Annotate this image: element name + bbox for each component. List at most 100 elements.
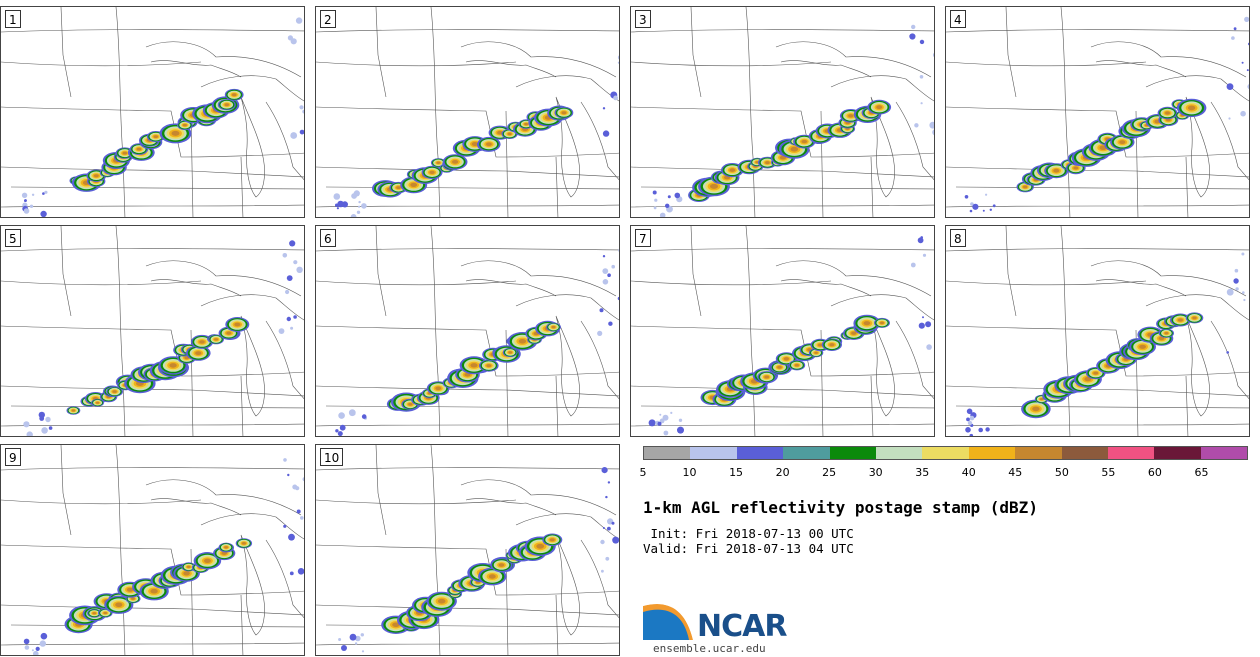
colorbar-segment [690, 447, 737, 459]
reflectivity-cell [103, 611, 108, 615]
map-boundary [946, 385, 1249, 397]
website-link[interactable]: ensemble.ucar.edu [653, 642, 766, 655]
map-boundary [946, 423, 1249, 427]
map-boundary [150, 60, 242, 78]
map-boundary [555, 156, 559, 217]
colorbar-tick-label: 25 [822, 466, 837, 479]
reflectivity-speck [617, 55, 619, 60]
reflectivity-speck [670, 411, 673, 414]
map-plot [946, 7, 1249, 217]
map-boundary [316, 325, 619, 377]
map-boundary [145, 260, 302, 297]
map-boundary [430, 7, 441, 217]
map-boundary [631, 280, 832, 286]
member-label: 7 [635, 229, 651, 247]
reflectivity-speck [1242, 291, 1245, 294]
colorbar-segment [875, 447, 923, 459]
reflectivity-cell [410, 182, 418, 187]
reflectivity-speck [302, 109, 304, 114]
map-boundary [631, 29, 934, 33]
reflectivity-speck [985, 427, 990, 432]
reflectivity-speck [361, 650, 365, 653]
map-boundary [870, 156, 874, 217]
map-boundary [150, 279, 242, 297]
reflectivity-speck [302, 477, 304, 482]
map-boundary [1210, 101, 1249, 181]
reflectivity-speck [356, 210, 361, 214]
reflectivity-speck [44, 190, 48, 194]
map-boundary [316, 544, 619, 596]
map-boundary [465, 279, 557, 297]
reflectivity-cell [186, 565, 191, 568]
reflectivity-speck [605, 495, 608, 499]
reflectivity-speck [38, 411, 45, 419]
reflectivity-cell [790, 146, 799, 152]
map-boundary [895, 320, 934, 400]
colorbar-tick-label: 5 [639, 466, 647, 479]
reflectivity-cell [437, 598, 446, 604]
map-boundary [1060, 226, 1071, 436]
reflectivity-speck [1234, 268, 1239, 273]
map-boundary [946, 248, 1249, 252]
map-boundary [775, 260, 932, 297]
map-boundary [240, 594, 244, 655]
reflectivity-speck [335, 203, 339, 207]
reflectivity-speck [964, 195, 969, 199]
member-label: 4 [950, 10, 966, 28]
reflectivity-cell [224, 103, 229, 107]
map-boundary [115, 7, 126, 217]
reflectivity-speck [358, 200, 361, 204]
map-boundary [1060, 7, 1071, 217]
reflectivity-speck [23, 421, 30, 428]
reflectivity-speck [969, 433, 974, 436]
reflectivity-speck [292, 484, 298, 490]
reflectivity-cell [765, 161, 770, 165]
reflectivity-speck [612, 536, 619, 544]
map-boundary [1, 29, 304, 33]
map-boundary [460, 41, 617, 78]
map-boundary [555, 96, 580, 198]
reflectivity-speck [967, 420, 973, 426]
map-boundary [1, 385, 304, 397]
reflectivity-speck [969, 209, 973, 213]
reflectivity-cell [783, 357, 789, 361]
reflectivity-speck [648, 419, 656, 427]
reflectivity-speck [41, 427, 48, 434]
reflectivity-cell [392, 622, 400, 628]
map-boundary [1, 467, 304, 471]
reflectivity-speck [922, 316, 924, 319]
valid-time: Valid: Fri 2018-07-13 04 UTC [643, 541, 854, 556]
reflectivity-cell [817, 343, 823, 347]
stamp-panel-7: 7 [630, 225, 935, 437]
map-boundary [465, 60, 557, 78]
reflectivity-speck [677, 426, 684, 434]
map-boundary [430, 445, 441, 655]
map-boundary [316, 499, 517, 505]
reflectivity-speck [1226, 351, 1229, 354]
map-boundary [631, 166, 934, 178]
map-boundary [1185, 315, 1210, 417]
reflectivity-cell [710, 183, 718, 189]
reflectivity-cell [1165, 111, 1170, 115]
reflectivity-cell [851, 331, 857, 335]
map-boundary [955, 405, 1249, 409]
map-boundary [631, 106, 934, 158]
reflectivity-cell [1053, 168, 1060, 173]
reflectivity-cell [470, 363, 478, 368]
reflectivity-cell [814, 351, 818, 354]
reflectivity-speck [290, 132, 298, 139]
map-boundary [631, 325, 934, 377]
reflectivity-cell [169, 363, 177, 368]
reflectivity-speck [354, 642, 358, 645]
map-plot [1, 7, 304, 217]
reflectivity-speck [286, 275, 293, 281]
reflectivity-cell [1032, 406, 1040, 412]
map-boundary [955, 186, 1249, 190]
reflectivity-speck [286, 316, 291, 322]
map-boundary [555, 375, 559, 436]
reflectivity-cell [214, 338, 219, 341]
map-boundary [265, 539, 304, 619]
colorbar-segment [1107, 447, 1155, 459]
colorbar-segment [1200, 447, 1248, 459]
reflectivity-cell [126, 587, 134, 592]
